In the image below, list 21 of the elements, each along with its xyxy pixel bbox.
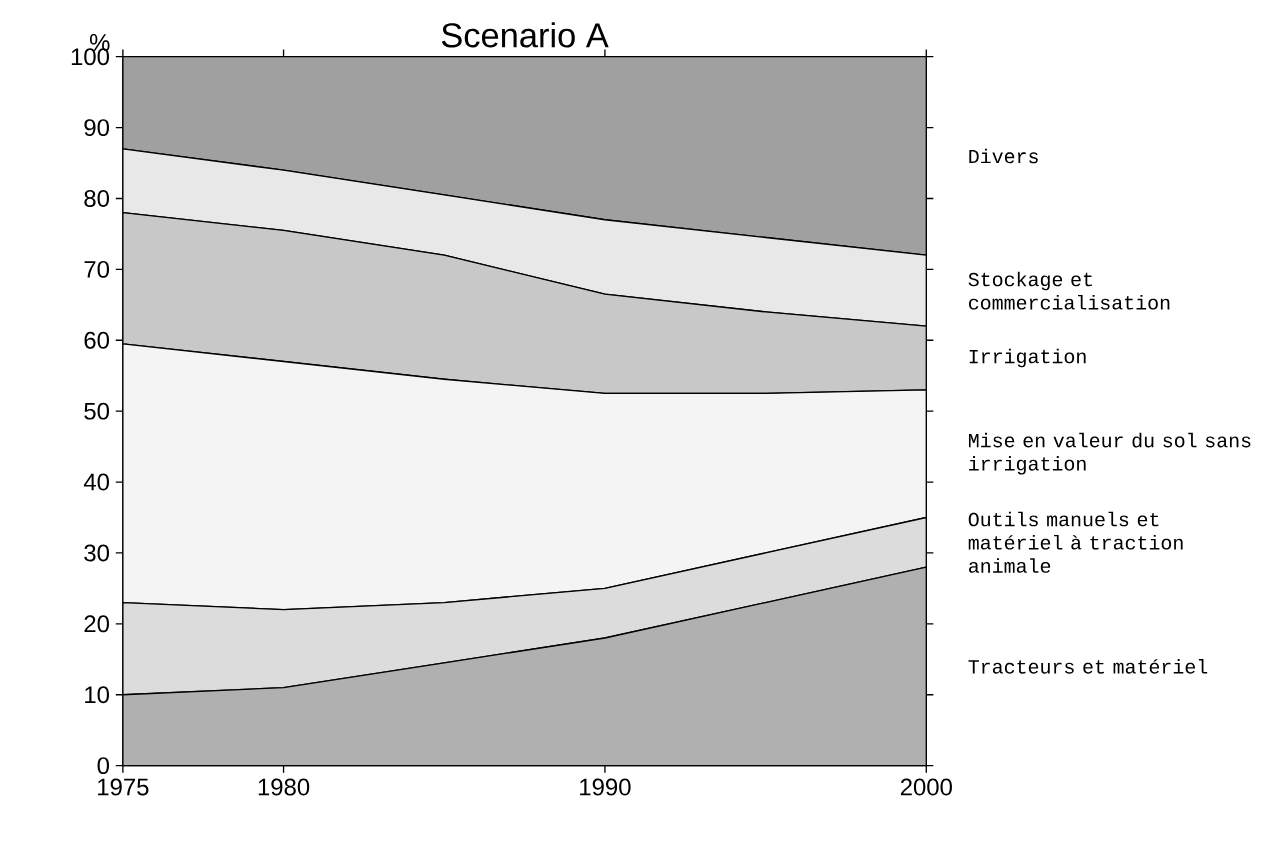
text: Mise en valeur du sol sans irrigation	[969, 432, 1251, 475]
y-tick-label: 40	[83, 473, 109, 491]
y-tick-label: 80	[84, 189, 109, 207]
text: Stockage et commercialisation	[968, 271, 1170, 310]
legend-label: Outils manuels et matériel à traction animale	[968, 511, 1183, 573]
y-tick-label: 70	[84, 260, 109, 278]
x-tick-label: 1975	[98, 778, 149, 796]
y-tick-label: 10	[85, 686, 109, 704]
y-tick-label: 60	[84, 331, 109, 349]
y-tick-label: 30	[84, 544, 109, 562]
y-tick-label: 90	[84, 119, 109, 136]
x-tick-label: 1980	[258, 778, 310, 796]
text: Irrigation	[969, 348, 1086, 368]
x-tick-label: 1990	[580, 778, 631, 796]
y-tick-label: 50	[84, 402, 109, 420]
x-tick-label: 2000	[900, 778, 952, 796]
text: Tracteurs et matériel	[968, 658, 1208, 674]
text: Divers	[969, 148, 1038, 164]
chart-title: Scenario A	[441, 22, 609, 48]
y-tick-label: 20	[84, 615, 109, 633]
y-tick-label: 0	[97, 757, 109, 774]
